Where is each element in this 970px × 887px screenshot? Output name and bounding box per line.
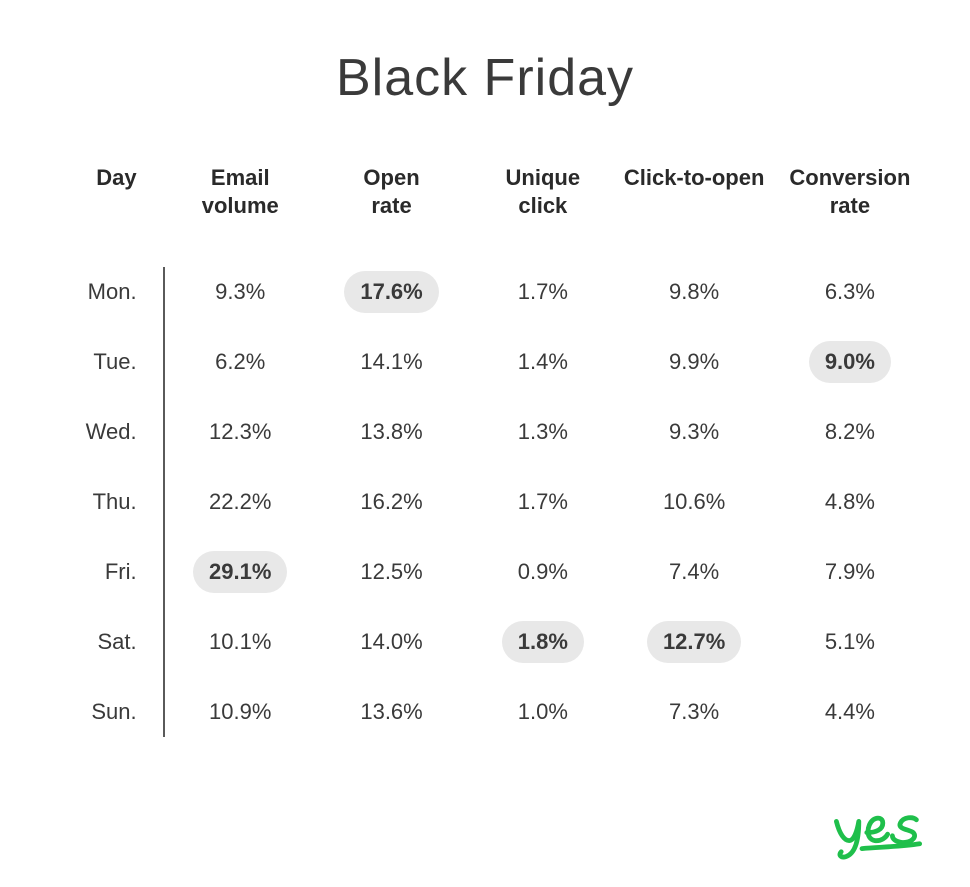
metric-cell: 5.1% <box>770 607 930 677</box>
metric-cell: 9.3% <box>165 257 316 327</box>
metric-cell: 4.8% <box>770 467 930 537</box>
col-header: Uniqueclick <box>467 164 618 257</box>
highlight-pill: 29.1% <box>193 551 287 593</box>
metric-cell: 1.4% <box>467 327 618 397</box>
highlight-pill: 12.7% <box>647 621 741 663</box>
day-cell: Sun. <box>40 677 165 747</box>
metric-cell: 6.2% <box>165 327 316 397</box>
highlight-pill: 1.8% <box>502 621 584 663</box>
metric-cell: 1.7% <box>467 257 618 327</box>
metric-cell: 1.8% <box>467 607 618 677</box>
metric-cell: 1.3% <box>467 397 618 467</box>
metric-cell: 9.8% <box>618 257 769 327</box>
table-row: Wed.12.3%13.8%1.3%9.3%8.2% <box>40 397 930 467</box>
metric-cell: 7.4% <box>618 537 769 607</box>
col-header: Day <box>40 164 165 257</box>
highlight-pill: 9.0% <box>809 341 891 383</box>
table-row: Tue.6.2%14.1%1.4%9.9% 9.0% <box>40 327 930 397</box>
day-cell: Fri. <box>40 537 165 607</box>
metric-cell: 9.9% <box>618 327 769 397</box>
metric-cell: 7.9% <box>770 537 930 607</box>
metric-cell: 12.7% <box>618 607 769 677</box>
metric-cell: 12.5% <box>316 537 467 607</box>
day-cell: Wed. <box>40 397 165 467</box>
metric-cell: 12.3% <box>165 397 316 467</box>
metric-cell: 14.1% <box>316 327 467 397</box>
table-row: Thu.22.2%16.2%1.7%10.6%4.8% <box>40 467 930 537</box>
metric-cell: 16.2% <box>316 467 467 537</box>
metric-cell: 22.2% <box>165 467 316 537</box>
day-cell: Tue. <box>40 327 165 397</box>
metric-cell: 0.9% <box>467 537 618 607</box>
metric-cell: 13.6% <box>316 677 467 747</box>
yes-logo <box>830 807 926 863</box>
col-header: Click-to-open <box>618 164 769 257</box>
metric-cell: 8.2% <box>770 397 930 467</box>
metric-cell: 13.8% <box>316 397 467 467</box>
table-row: Mon.9.3% 17.6% 1.7%9.8%6.3% <box>40 257 930 327</box>
metric-cell: 4.4% <box>770 677 930 747</box>
metric-cell: 17.6% <box>316 257 467 327</box>
metric-cell: 1.7% <box>467 467 618 537</box>
metric-cell: 10.9% <box>165 677 316 747</box>
metrics-table: DayEmailvolumeOpenrateUniqueclickClick-t… <box>40 164 930 747</box>
metric-cell: 10.6% <box>618 467 769 537</box>
highlight-pill: 17.6% <box>344 271 438 313</box>
table-row: Sun.10.9%13.6%1.0%7.3%4.4% <box>40 677 930 747</box>
metric-cell: 7.3% <box>618 677 769 747</box>
metric-cell: 9.3% <box>618 397 769 467</box>
metrics-table-wrap: DayEmailvolumeOpenrateUniqueclickClick-t… <box>0 164 970 747</box>
day-cell: Thu. <box>40 467 165 537</box>
table-row: Sat.10.1%14.0% 1.8% 12.7% 5.1% <box>40 607 930 677</box>
page-title: Black Friday <box>0 48 970 108</box>
col-header: Openrate <box>316 164 467 257</box>
metric-cell: 9.0% <box>770 327 930 397</box>
metric-cell: 6.3% <box>770 257 930 327</box>
metric-cell: 1.0% <box>467 677 618 747</box>
col-header: Emailvolume <box>165 164 316 257</box>
day-cell: Mon. <box>40 257 165 327</box>
col-header: Conversionrate <box>770 164 930 257</box>
table-row: Fri. 29.1% 12.5%0.9%7.4%7.9% <box>40 537 930 607</box>
metric-cell: 10.1% <box>165 607 316 677</box>
metric-cell: 29.1% <box>165 537 316 607</box>
metric-cell: 14.0% <box>316 607 467 677</box>
day-cell: Sat. <box>40 607 165 677</box>
